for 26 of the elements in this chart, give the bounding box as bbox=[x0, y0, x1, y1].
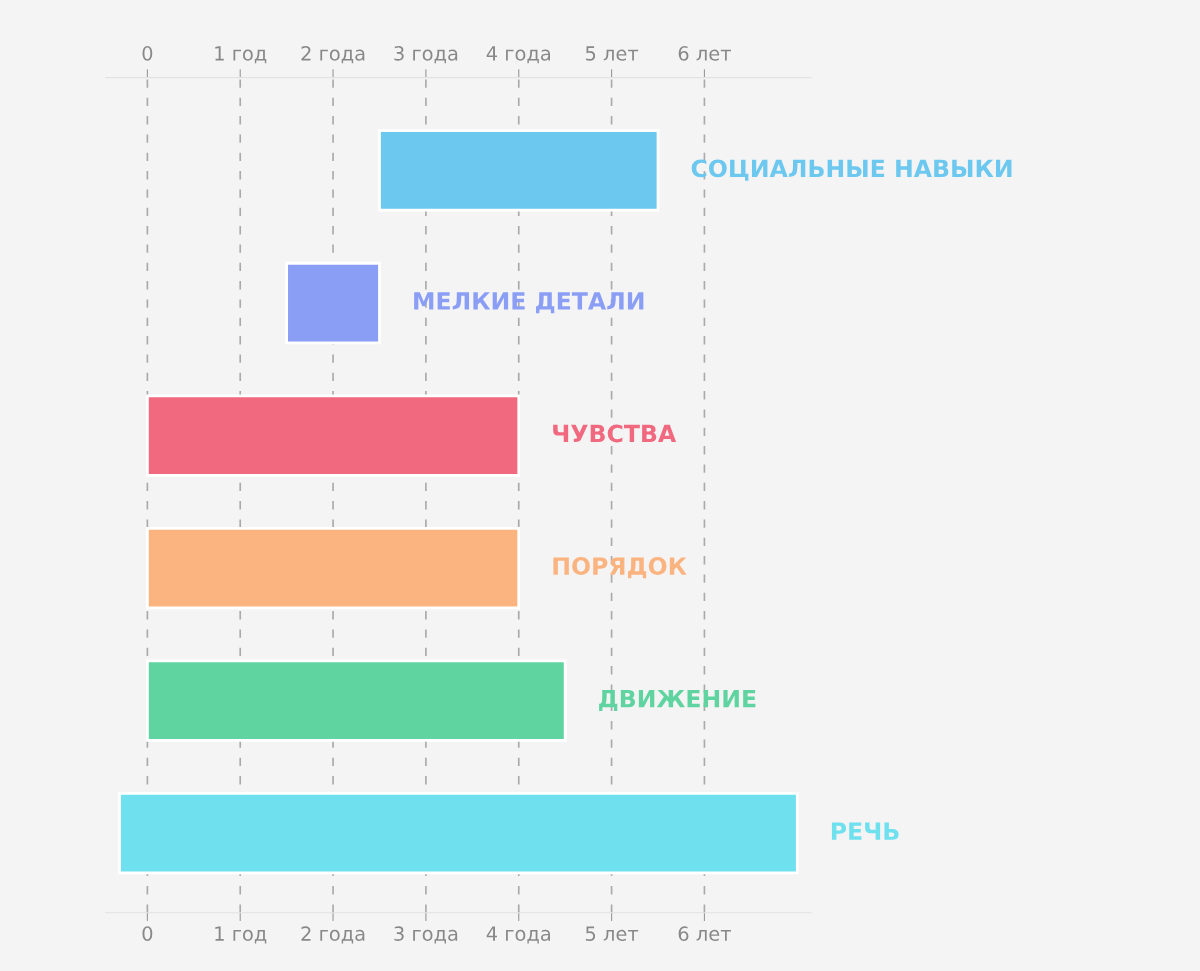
bar bbox=[285, 261, 381, 345]
bar bbox=[378, 129, 660, 212]
bar bbox=[145, 394, 521, 477]
x2-tick-label: 0 bbox=[142, 46, 153, 61]
x2-tick-label: 3 года bbox=[394, 46, 458, 64]
x2-tick-label: 5 лет bbox=[585, 46, 639, 61]
x-tick-label: 0 bbox=[142, 926, 153, 941]
x-tick-label: 1 год bbox=[215, 926, 267, 944]
x-tick-label: 4 года bbox=[486, 926, 550, 944]
y-tick-label: РЕЧЬ bbox=[831, 822, 899, 840]
bar bbox=[145, 526, 521, 610]
x-tick-label: 2 года bbox=[301, 926, 365, 944]
y-tick-label: ЧУВСТВА bbox=[553, 424, 677, 443]
x2-tick-label: 2 года bbox=[301, 46, 365, 64]
bar bbox=[118, 792, 799, 875]
x2-tick-label: 6 лет bbox=[678, 46, 731, 61]
x-tick-label: 3 года bbox=[394, 926, 458, 944]
y-tick-label: СОЦИАЛЬНЫЕ НАВЫКИ bbox=[691, 159, 1012, 181]
x2-tick-label: 1 год bbox=[215, 46, 267, 64]
y-tick-label: ПОРЯДОК bbox=[553, 557, 687, 579]
bar bbox=[145, 659, 567, 742]
y-tick-label: ДВИЖЕНИЕ bbox=[599, 689, 756, 711]
x-tick-label: 6 лет bbox=[678, 926, 731, 941]
x2-tick-label: 4 года bbox=[486, 46, 550, 64]
y-tick-label: МЕЛКИЕ ДЕТАЛИ bbox=[414, 292, 644, 314]
x-tick-label: 5 лет bbox=[585, 926, 639, 941]
